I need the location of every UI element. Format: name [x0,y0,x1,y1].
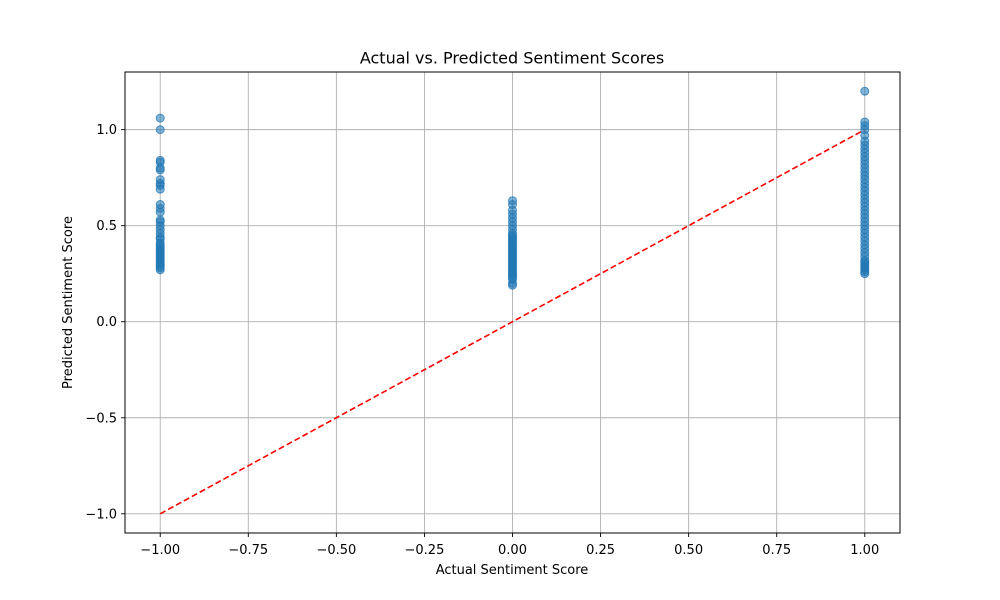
y-tick-label: 0.0 [96,315,117,330]
y-tick-label: −1.0 [85,507,117,522]
data-point [155,165,165,175]
data-point [860,269,870,279]
x-axis-label: Actual Sentiment Score [436,563,589,578]
x-tick-label: 0.75 [762,543,791,558]
x-axis-ticks: −1.00 −0.75 −0.50 −0.25 0.00 0.25 0.50 0.75 1.00 [140,533,879,558]
y-tick-label: 1.0 [96,123,117,138]
x-tick-label: −0.25 [405,543,445,558]
data-point [155,125,165,135]
y-tick-label: 0.5 [96,219,117,234]
x-tick-label: 1.00 [850,543,879,558]
y-axis-label: Predicted Sentiment Score [61,216,76,389]
x-tick-label: 0.50 [674,543,703,558]
x-tick-label: 0.00 [498,543,527,558]
x-tick-label: −1.00 [140,543,180,558]
y-axis-ticks: −1.0 −0.5 0.0 0.5 1.0 [85,123,125,522]
data-point [155,207,165,217]
data-point [155,184,165,194]
reference-line-group [159,128,866,515]
reference-line [159,128,866,515]
x-tick-label: 0.25 [586,543,615,558]
x-tick-label: −0.50 [316,543,356,558]
y-tick-label: −0.5 [85,411,117,426]
data-point [155,265,165,275]
data-point [155,113,165,123]
grid-lines [125,72,900,533]
x-tick-label: −0.75 [228,543,268,558]
chart-title: Actual vs. Predicted Sentiment Scores [360,49,664,68]
data-points [155,86,870,290]
data-point [860,86,870,96]
data-point [508,280,517,290]
